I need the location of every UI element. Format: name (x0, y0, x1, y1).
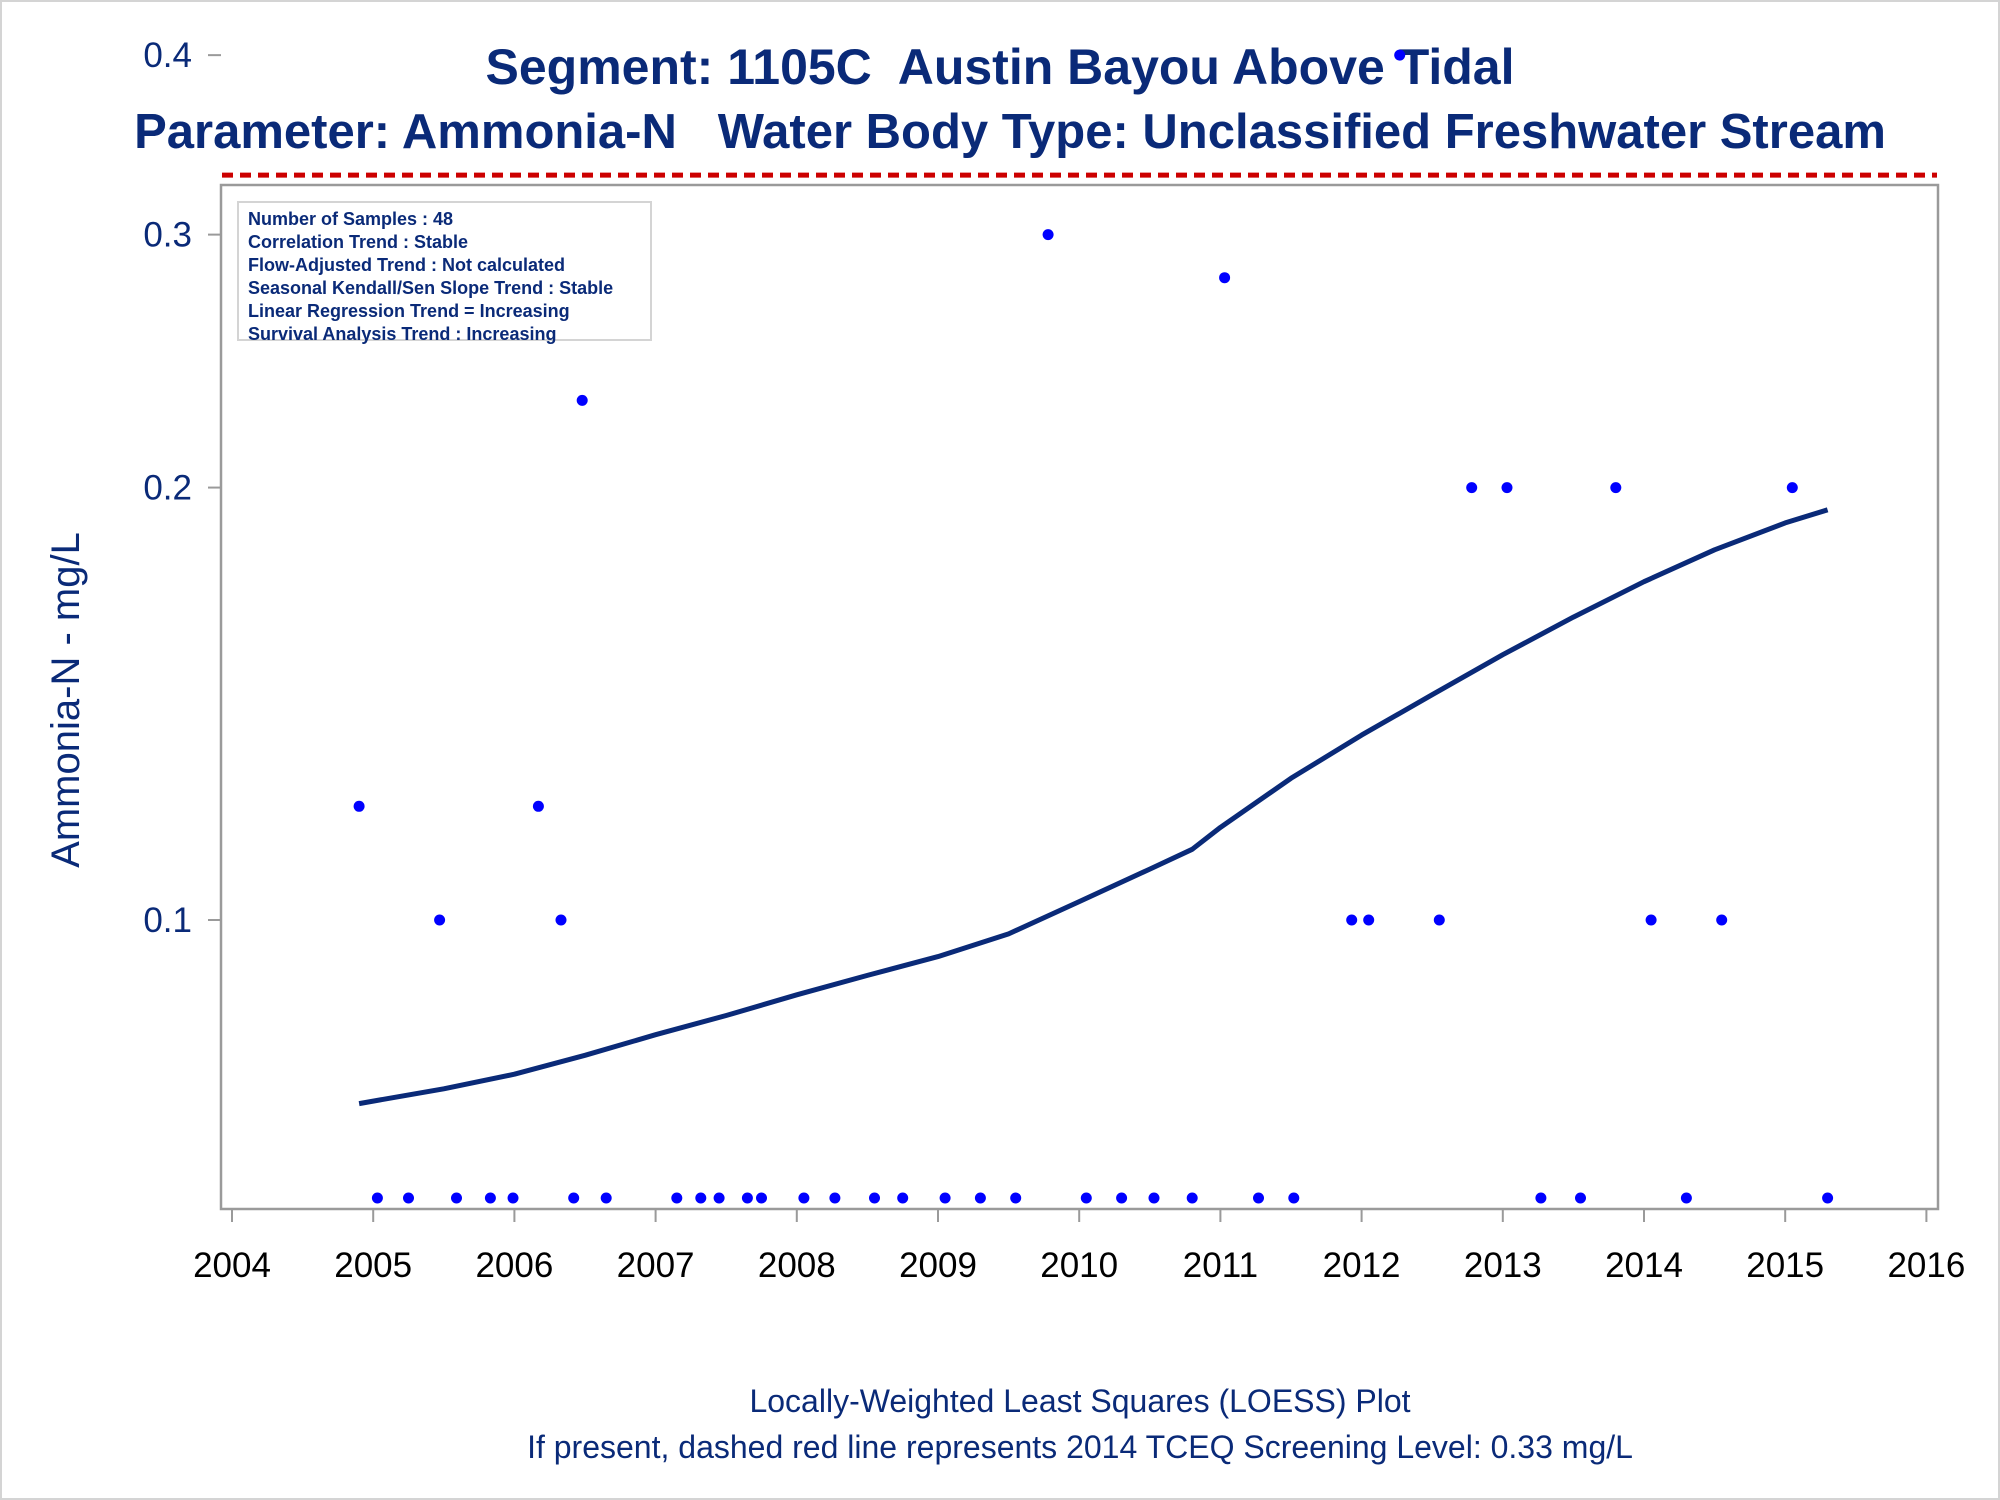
stats-line-linear-regression: Linear Regression Trend = Increasing (248, 301, 570, 321)
data-point (713, 1192, 725, 1204)
data-point (1433, 914, 1445, 926)
data-point (507, 1192, 519, 1204)
data-point (1080, 1192, 1092, 1204)
stats-line-flow-adjusted: Flow-Adjusted Trend : Not calculated (248, 255, 566, 275)
data-point (1010, 1192, 1022, 1204)
data-point (756, 1192, 767, 1204)
data-point (1253, 1192, 1264, 1204)
data-point (1716, 914, 1728, 926)
data-point (353, 800, 365, 812)
x-tick-label: 2009 (899, 1246, 977, 1285)
data-point (695, 1192, 707, 1204)
data-point (1680, 1192, 1692, 1204)
trend-stats-box: Number of Samples : 48 Correlation Trend… (237, 201, 652, 344)
data-point (1186, 1192, 1198, 1204)
data-point (568, 1192, 580, 1204)
data-point (1822, 1192, 1834, 1204)
data-point (371, 1192, 383, 1204)
x-tick-label: 2016 (1887, 1246, 1965, 1285)
data-point (1394, 49, 1406, 61)
data-point (1042, 229, 1054, 241)
stats-line-seasonal-kendall: Seasonal Kendall/Sen Slope Trend : Stabl… (248, 278, 614, 298)
footnote-screening-level: If present, dashed red line represents 2… (527, 1429, 1633, 1465)
data-point (555, 914, 567, 926)
data-point (829, 1192, 841, 1204)
x-tick-label: 2013 (1464, 1246, 1542, 1285)
x-tick-label: 2012 (1323, 1246, 1401, 1285)
y-tick-label: 0.2 (143, 469, 192, 508)
stats-line-correlation: Correlation Trend : Stable (248, 232, 469, 252)
data-point (1116, 1192, 1128, 1204)
x-tick-label: 2014 (1605, 1246, 1683, 1285)
x-tick-label: 2007 (617, 1246, 695, 1285)
data-point (1288, 1192, 1300, 1204)
data-point (1610, 482, 1622, 494)
data-point (939, 1192, 951, 1204)
data-point (798, 1192, 810, 1204)
x-tick-label: 2004 (193, 1246, 271, 1285)
plot-area (219, 183, 1940, 1211)
data-point (741, 1192, 753, 1204)
data-point (1535, 1192, 1547, 1204)
data-point (576, 394, 588, 406)
data-point (1346, 914, 1358, 926)
data-point (600, 1192, 612, 1204)
x-tick-label: 2011 (1183, 1246, 1258, 1285)
data-point (1575, 1192, 1586, 1204)
data-point (1219, 272, 1231, 284)
data-point (1148, 1192, 1160, 1204)
data-point (897, 1192, 909, 1204)
footnote-loess: Locally-Weighted Least Squares (LOESS) P… (749, 1383, 1411, 1419)
data-point (434, 914, 446, 926)
data-point (403, 1192, 414, 1204)
y-tick-label: 0.3 (143, 216, 192, 255)
loess-curve (358, 507, 1829, 1107)
x-tick-label: 2010 (1040, 1246, 1118, 1285)
data-point (869, 1192, 880, 1204)
stats-line-samples: Number of Samples : 48 (248, 209, 454, 229)
data-point (484, 1192, 496, 1204)
chart-title: Segment: 1105C Austin Bayou Above Tidal (485, 39, 1515, 95)
data-point (451, 1192, 462, 1204)
y-axis-label: Ammonia-N - mg/L (44, 532, 88, 868)
data-point (1645, 914, 1657, 926)
data-point (532, 800, 544, 812)
stats-line-survival-analysis: Survival Analysis Trend : Increasing (248, 324, 557, 344)
data-point (1363, 914, 1375, 926)
data-point (974, 1192, 986, 1204)
data-point (1466, 482, 1478, 494)
data-point (1501, 482, 1513, 494)
x-tick-label: 2005 (334, 1246, 412, 1285)
data-point (1786, 482, 1798, 494)
data-point (671, 1192, 683, 1204)
y-tick-label: 0.4 (143, 36, 192, 75)
y-tick-label: 0.1 (143, 901, 192, 940)
x-tick-label: 2008 (758, 1246, 836, 1285)
x-tick-label: 2015 (1746, 1246, 1824, 1285)
chart-subtitle: Parameter: Ammonia-N Water Body Type: Un… (134, 105, 1886, 159)
x-tick-label: 2006 (475, 1246, 553, 1285)
